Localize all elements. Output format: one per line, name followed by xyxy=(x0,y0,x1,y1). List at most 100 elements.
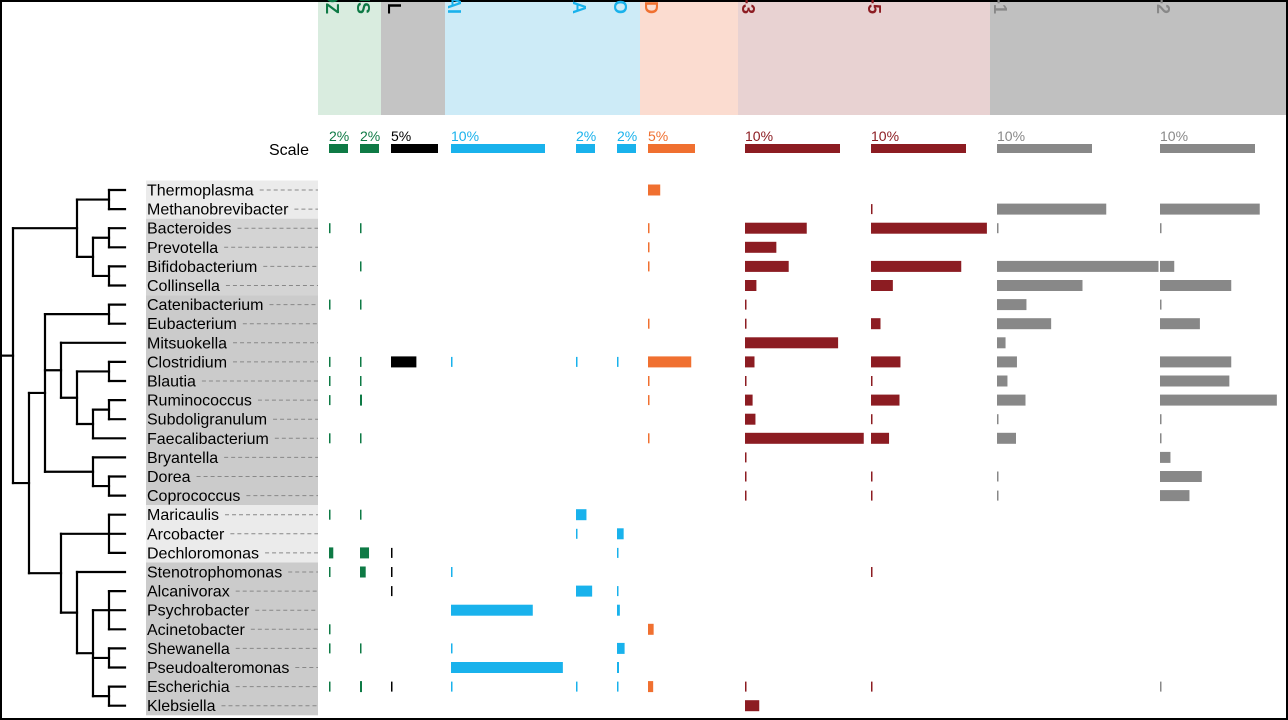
bar-collinsella-jp-ad-5 xyxy=(871,280,893,291)
taxon-label-faecalibacterium: Faecalibacterium xyxy=(147,431,269,448)
bar-clostridium-wf-ahaa xyxy=(576,356,578,367)
bar-blautia-amd xyxy=(648,376,650,386)
taxon-label-ruminococcus: Ruminococcus xyxy=(147,393,252,410)
header-band-am-ad-2 xyxy=(1150,2,1286,115)
bar-ruminococcus-ebpr-oz xyxy=(329,395,331,406)
bar-clostridium-jp-ad-3 xyxy=(745,356,755,368)
sample-name-am-ad-2: AM-AD-2 xyxy=(1153,0,1173,14)
taxon-label-methanobrevibacter: Methanobrevibacter xyxy=(147,202,289,219)
bar-maricaulis-ebpr-oz xyxy=(329,509,331,520)
taxon-label-acinetobacter: Acinetobacter xyxy=(147,622,246,639)
scale-pct-am-ad-2: 10% xyxy=(1160,128,1188,144)
bar-faecalibacterium-ebpr-us xyxy=(360,433,362,444)
bar-clostridium-wf-ahai xyxy=(451,356,453,367)
bar-catenibacterium-ebpr-us xyxy=(360,299,362,310)
taxon-label-mitsuokella: Mitsuokella xyxy=(147,335,227,352)
scale-bar-ebpr-us xyxy=(360,144,379,153)
bar-dorea-am-ad-2 xyxy=(1160,471,1202,482)
bar-faecalibacterium-ebpr-oz xyxy=(329,433,331,444)
scale-bar-am-ad-1 xyxy=(997,144,1092,153)
bar-escherichia-jp-ad-3 xyxy=(745,681,747,692)
bar-escherichia-ebpr-us xyxy=(360,681,362,693)
bar-faecalibacterium-jp-ad-5 xyxy=(871,432,890,444)
bar-coprococcus-jp-ad-5 xyxy=(871,490,873,501)
bar-dorea-am-ad-1 xyxy=(997,471,999,482)
sample-name-ebpr-us: EBPR-US xyxy=(353,0,373,14)
bar-faecalibacterium-am-ad-1 xyxy=(997,432,1016,444)
bar-eubacterium-am-ad-1 xyxy=(997,318,1052,330)
taxon-label-subdoligranulum: Subdoligranulum xyxy=(147,412,267,429)
bar-catenibacterium-am-ad-1 xyxy=(997,299,1027,311)
sample-name-wf-ahai: WF-AHAI xyxy=(444,0,464,14)
bar-acinetobacter-ebpr-oz xyxy=(329,624,331,635)
bar-thermoplasma-amd xyxy=(648,184,661,196)
bar-bifidobacterium-jp-ad-3 xyxy=(745,260,789,272)
bar-mitsuokella-jp-ad-3 xyxy=(745,337,839,349)
bar-subdoligranulum-jp-ad-3 xyxy=(745,413,756,425)
bar-arcobacter-wf-agzo xyxy=(617,528,624,540)
scale-pct-mn-soil: 5% xyxy=(391,128,411,144)
bar-clostridium-amd xyxy=(648,356,692,368)
bar-blautia-jp-ad-5 xyxy=(871,376,873,386)
taxon-label-arcobacter: Arcobacter xyxy=(147,526,225,543)
sample-name-wf-agzo: WF-AGZO xyxy=(610,0,630,14)
bar-eubacterium-jp-ad-5 xyxy=(871,318,881,330)
taxon-label-coprococcus: Coprococcus xyxy=(147,488,240,505)
scale-pct-amd: 5% xyxy=(648,128,668,144)
scale-pct-ebpr-us: 2% xyxy=(360,128,380,144)
bar-eubacterium-amd xyxy=(648,318,650,329)
scale-pct-wf-agzo: 2% xyxy=(617,128,637,144)
bar-pseudoalteromonas-wf-ahai xyxy=(451,662,563,673)
bar-clostridium-wf-agzo xyxy=(617,356,619,367)
bar-catenibacterium-ebpr-oz xyxy=(329,299,331,310)
sample-name-jp-ad-3: JP-AD-3 xyxy=(738,0,758,14)
scale-pct-ebpr-oz: 2% xyxy=(329,128,349,144)
bar-ruminococcus-am-ad-2 xyxy=(1160,394,1277,406)
taxon-label-pseudoalteromonas: Pseudoalteromonas xyxy=(147,660,289,677)
bar-blautia-jp-ad-3 xyxy=(745,376,747,386)
bar-dechloromonas-wf-agzo xyxy=(617,547,619,558)
bar-bacteroides-am-ad-1 xyxy=(997,223,999,234)
scale-pct-wf-ahai: 10% xyxy=(451,128,479,144)
bar-faecalibacterium-amd xyxy=(648,433,650,444)
bar-clostridium-ebpr-us xyxy=(360,356,362,367)
scale-pct-wf-ahaa: 2% xyxy=(576,128,596,144)
bar-collinsella-jp-ad-3 xyxy=(745,280,757,291)
taxon-label-bifidobacterium: Bifidobacterium xyxy=(147,259,257,276)
taxon-label-psychrobacter: Psychrobacter xyxy=(147,603,250,620)
bar-escherichia-wf-agzo xyxy=(617,681,619,692)
sample-name-amd: AMD xyxy=(641,0,661,14)
scale-bar-amd xyxy=(648,144,695,153)
bar-pseudoalteromonas-wf-agzo xyxy=(617,662,619,673)
bar-dechloromonas-mn-soil xyxy=(391,547,393,558)
header-band-wf-ahaa xyxy=(570,2,608,115)
bar-alcanivorax-wf-agzo xyxy=(617,586,619,597)
bar-mitsuokella-am-ad-1 xyxy=(997,337,1006,349)
bar-maricaulis-wf-ahaa xyxy=(576,509,587,521)
bar-clostridium-jp-ad-5 xyxy=(871,356,901,368)
taxon-label-klebsiella: Klebsiella xyxy=(147,698,216,715)
bar-eubacterium-jp-ad-3 xyxy=(745,318,747,329)
bar-eubacterium-am-ad-2 xyxy=(1160,318,1200,330)
bar-subdoligranulum-am-ad-1 xyxy=(997,414,999,425)
taxon-label-clostridium: Clostridium xyxy=(147,354,227,371)
scale-bar-mn-soil xyxy=(391,144,438,153)
bar-shewanella-wf-agzo xyxy=(617,642,625,654)
sample-name-ebpr-oz: EBPR-OZ xyxy=(322,0,342,14)
label-band-5 xyxy=(146,562,318,716)
bar-bacteroides-jp-ad-3 xyxy=(745,222,807,234)
sample-name-am-ad-1: AM-AD-1 xyxy=(990,0,1010,14)
scale-row: Scale 2% 2% 5% 10% 2% 2% 5% 10% 10% 10% 10% xyxy=(269,128,1255,159)
phylogenetic-tree xyxy=(0,188,127,707)
bar-shewanella-wf-ahai xyxy=(451,643,453,654)
bar-escherichia-mn-soil xyxy=(391,681,393,692)
bar-stenotrophomonas-mn-soil xyxy=(391,567,393,577)
bar-bacteroides-jp-ad-5 xyxy=(871,222,987,234)
taxon-label-collinsella: Collinsella xyxy=(147,278,220,295)
bar-collinsella-am-ad-2 xyxy=(1160,280,1232,291)
scale-pct-am-ad-1: 10% xyxy=(997,128,1025,144)
bar-bifidobacterium-am-ad-1 xyxy=(997,260,1159,272)
bar-klebsiella-jp-ad-3 xyxy=(745,700,760,712)
taxon-label-dorea: Dorea xyxy=(147,469,191,486)
